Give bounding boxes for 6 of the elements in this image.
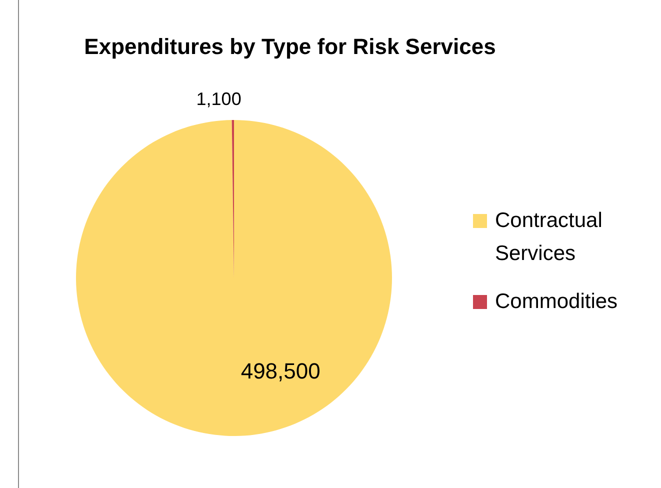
legend-label: Contractual Services	[495, 208, 602, 265]
data-label: 1,100	[196, 88, 242, 109]
pie-slice	[76, 120, 392, 436]
legend-label: Commodities	[495, 290, 618, 313]
data-label: 498,500	[240, 358, 320, 384]
chart-title: Expenditures by Type for Risk Services	[84, 34, 496, 59]
